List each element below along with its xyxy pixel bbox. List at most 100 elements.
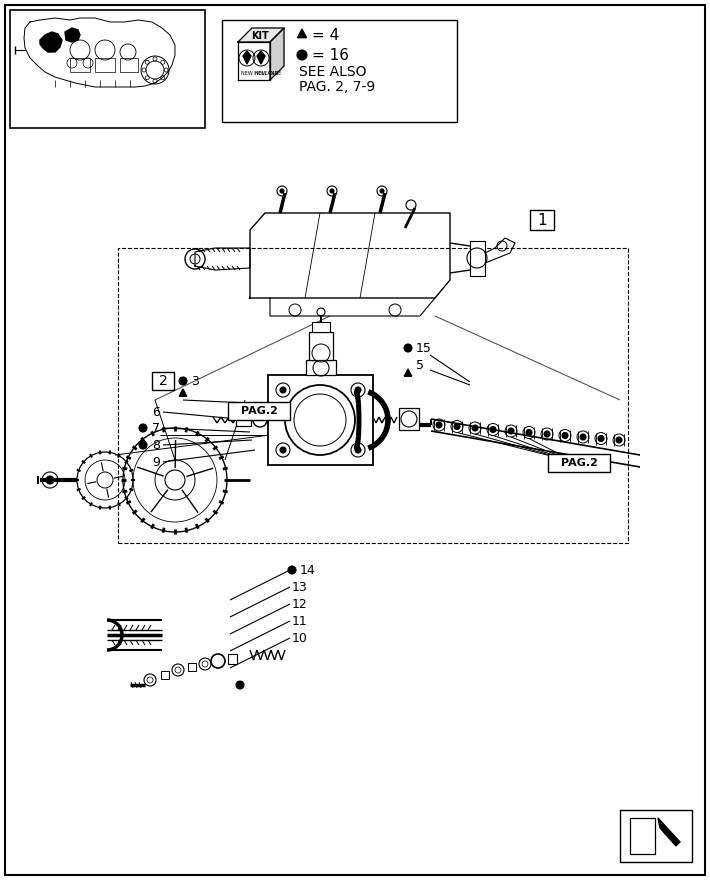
Bar	[548, 454, 610, 472]
Circle shape	[598, 436, 604, 442]
Circle shape	[355, 444, 359, 448]
Circle shape	[356, 435, 361, 438]
Circle shape	[357, 411, 361, 415]
Circle shape	[355, 444, 359, 447]
Circle shape	[354, 391, 359, 394]
Circle shape	[356, 440, 360, 444]
Circle shape	[356, 401, 361, 406]
Text: 8: 8	[152, 438, 160, 451]
Polygon shape	[243, 51, 251, 64]
Circle shape	[356, 436, 360, 441]
Text: 11: 11	[292, 614, 307, 627]
Circle shape	[490, 427, 496, 432]
Circle shape	[356, 438, 360, 443]
Text: 3: 3	[191, 375, 199, 387]
Circle shape	[526, 429, 532, 436]
Circle shape	[354, 445, 359, 450]
Circle shape	[355, 392, 359, 396]
Circle shape	[562, 432, 568, 438]
Circle shape	[288, 566, 296, 574]
Bar	[10, 10, 205, 128]
Text: PAG.2: PAG.2	[561, 458, 597, 468]
Bar	[306, 360, 336, 375]
Circle shape	[236, 681, 244, 689]
Circle shape	[380, 189, 384, 193]
Text: NEW CASE: NEW CASE	[255, 70, 281, 76]
Polygon shape	[270, 28, 284, 80]
Text: 9: 9	[152, 456, 160, 468]
Bar	[118, 248, 628, 543]
Circle shape	[330, 189, 334, 193]
Polygon shape	[40, 32, 62, 52]
Circle shape	[179, 377, 187, 385]
Text: NEW HOLLAND: NEW HOLLAND	[241, 70, 278, 76]
Text: PAG.2: PAG.2	[241, 406, 278, 416]
Circle shape	[404, 344, 412, 352]
Circle shape	[356, 442, 359, 446]
Polygon shape	[658, 818, 680, 846]
Polygon shape	[179, 389, 187, 396]
Circle shape	[357, 414, 361, 418]
Bar	[152, 372, 174, 390]
Bar	[268, 375, 373, 465]
Bar	[630, 818, 655, 854]
Circle shape	[544, 431, 550, 437]
Text: SEE ALSO: SEE ALSO	[299, 65, 366, 79]
Text: 12: 12	[292, 598, 307, 611]
Circle shape	[297, 50, 307, 60]
Circle shape	[139, 424, 147, 432]
Bar	[120, 58, 138, 72]
Polygon shape	[297, 29, 307, 38]
Bar	[222, 20, 457, 122]
Bar	[399, 408, 419, 430]
Text: 2: 2	[158, 374, 168, 388]
Circle shape	[356, 429, 361, 434]
Text: 6: 6	[152, 406, 160, 419]
Polygon shape	[268, 375, 373, 465]
Circle shape	[356, 398, 360, 401]
Circle shape	[280, 447, 286, 453]
Text: = 16: = 16	[312, 48, 349, 62]
Circle shape	[508, 428, 514, 434]
Circle shape	[280, 387, 286, 393]
Bar	[530, 210, 554, 230]
Circle shape	[356, 396, 360, 400]
Polygon shape	[250, 213, 450, 298]
Circle shape	[357, 416, 361, 421]
Bar	[620, 810, 692, 862]
Polygon shape	[238, 28, 284, 42]
Circle shape	[356, 407, 361, 410]
Circle shape	[355, 392, 359, 397]
Circle shape	[46, 476, 54, 484]
Polygon shape	[65, 28, 80, 42]
Circle shape	[356, 400, 360, 403]
Circle shape	[357, 420, 361, 423]
Text: = 4: = 4	[312, 27, 339, 42]
Bar	[470, 241, 485, 276]
Text: 7: 7	[152, 422, 160, 435]
Circle shape	[355, 445, 359, 449]
Bar	[70, 58, 90, 72]
Circle shape	[355, 391, 359, 395]
Text: 13: 13	[292, 581, 307, 593]
Bar	[188, 663, 196, 671]
Bar	[161, 671, 169, 679]
Polygon shape	[238, 42, 270, 80]
Circle shape	[355, 387, 361, 393]
Circle shape	[355, 447, 361, 453]
Polygon shape	[404, 369, 412, 377]
Text: PAG. 2, 7-9: PAG. 2, 7-9	[299, 80, 376, 94]
Bar	[228, 654, 237, 664]
Bar	[309, 332, 333, 360]
Polygon shape	[195, 248, 250, 270]
Circle shape	[139, 441, 147, 449]
Polygon shape	[485, 238, 515, 263]
Bar	[236, 414, 251, 426]
Circle shape	[616, 437, 622, 443]
Polygon shape	[24, 18, 175, 87]
Circle shape	[436, 422, 442, 428]
Text: 14: 14	[300, 563, 316, 576]
Text: 10: 10	[292, 632, 308, 644]
Circle shape	[357, 422, 361, 426]
Bar	[95, 58, 115, 72]
